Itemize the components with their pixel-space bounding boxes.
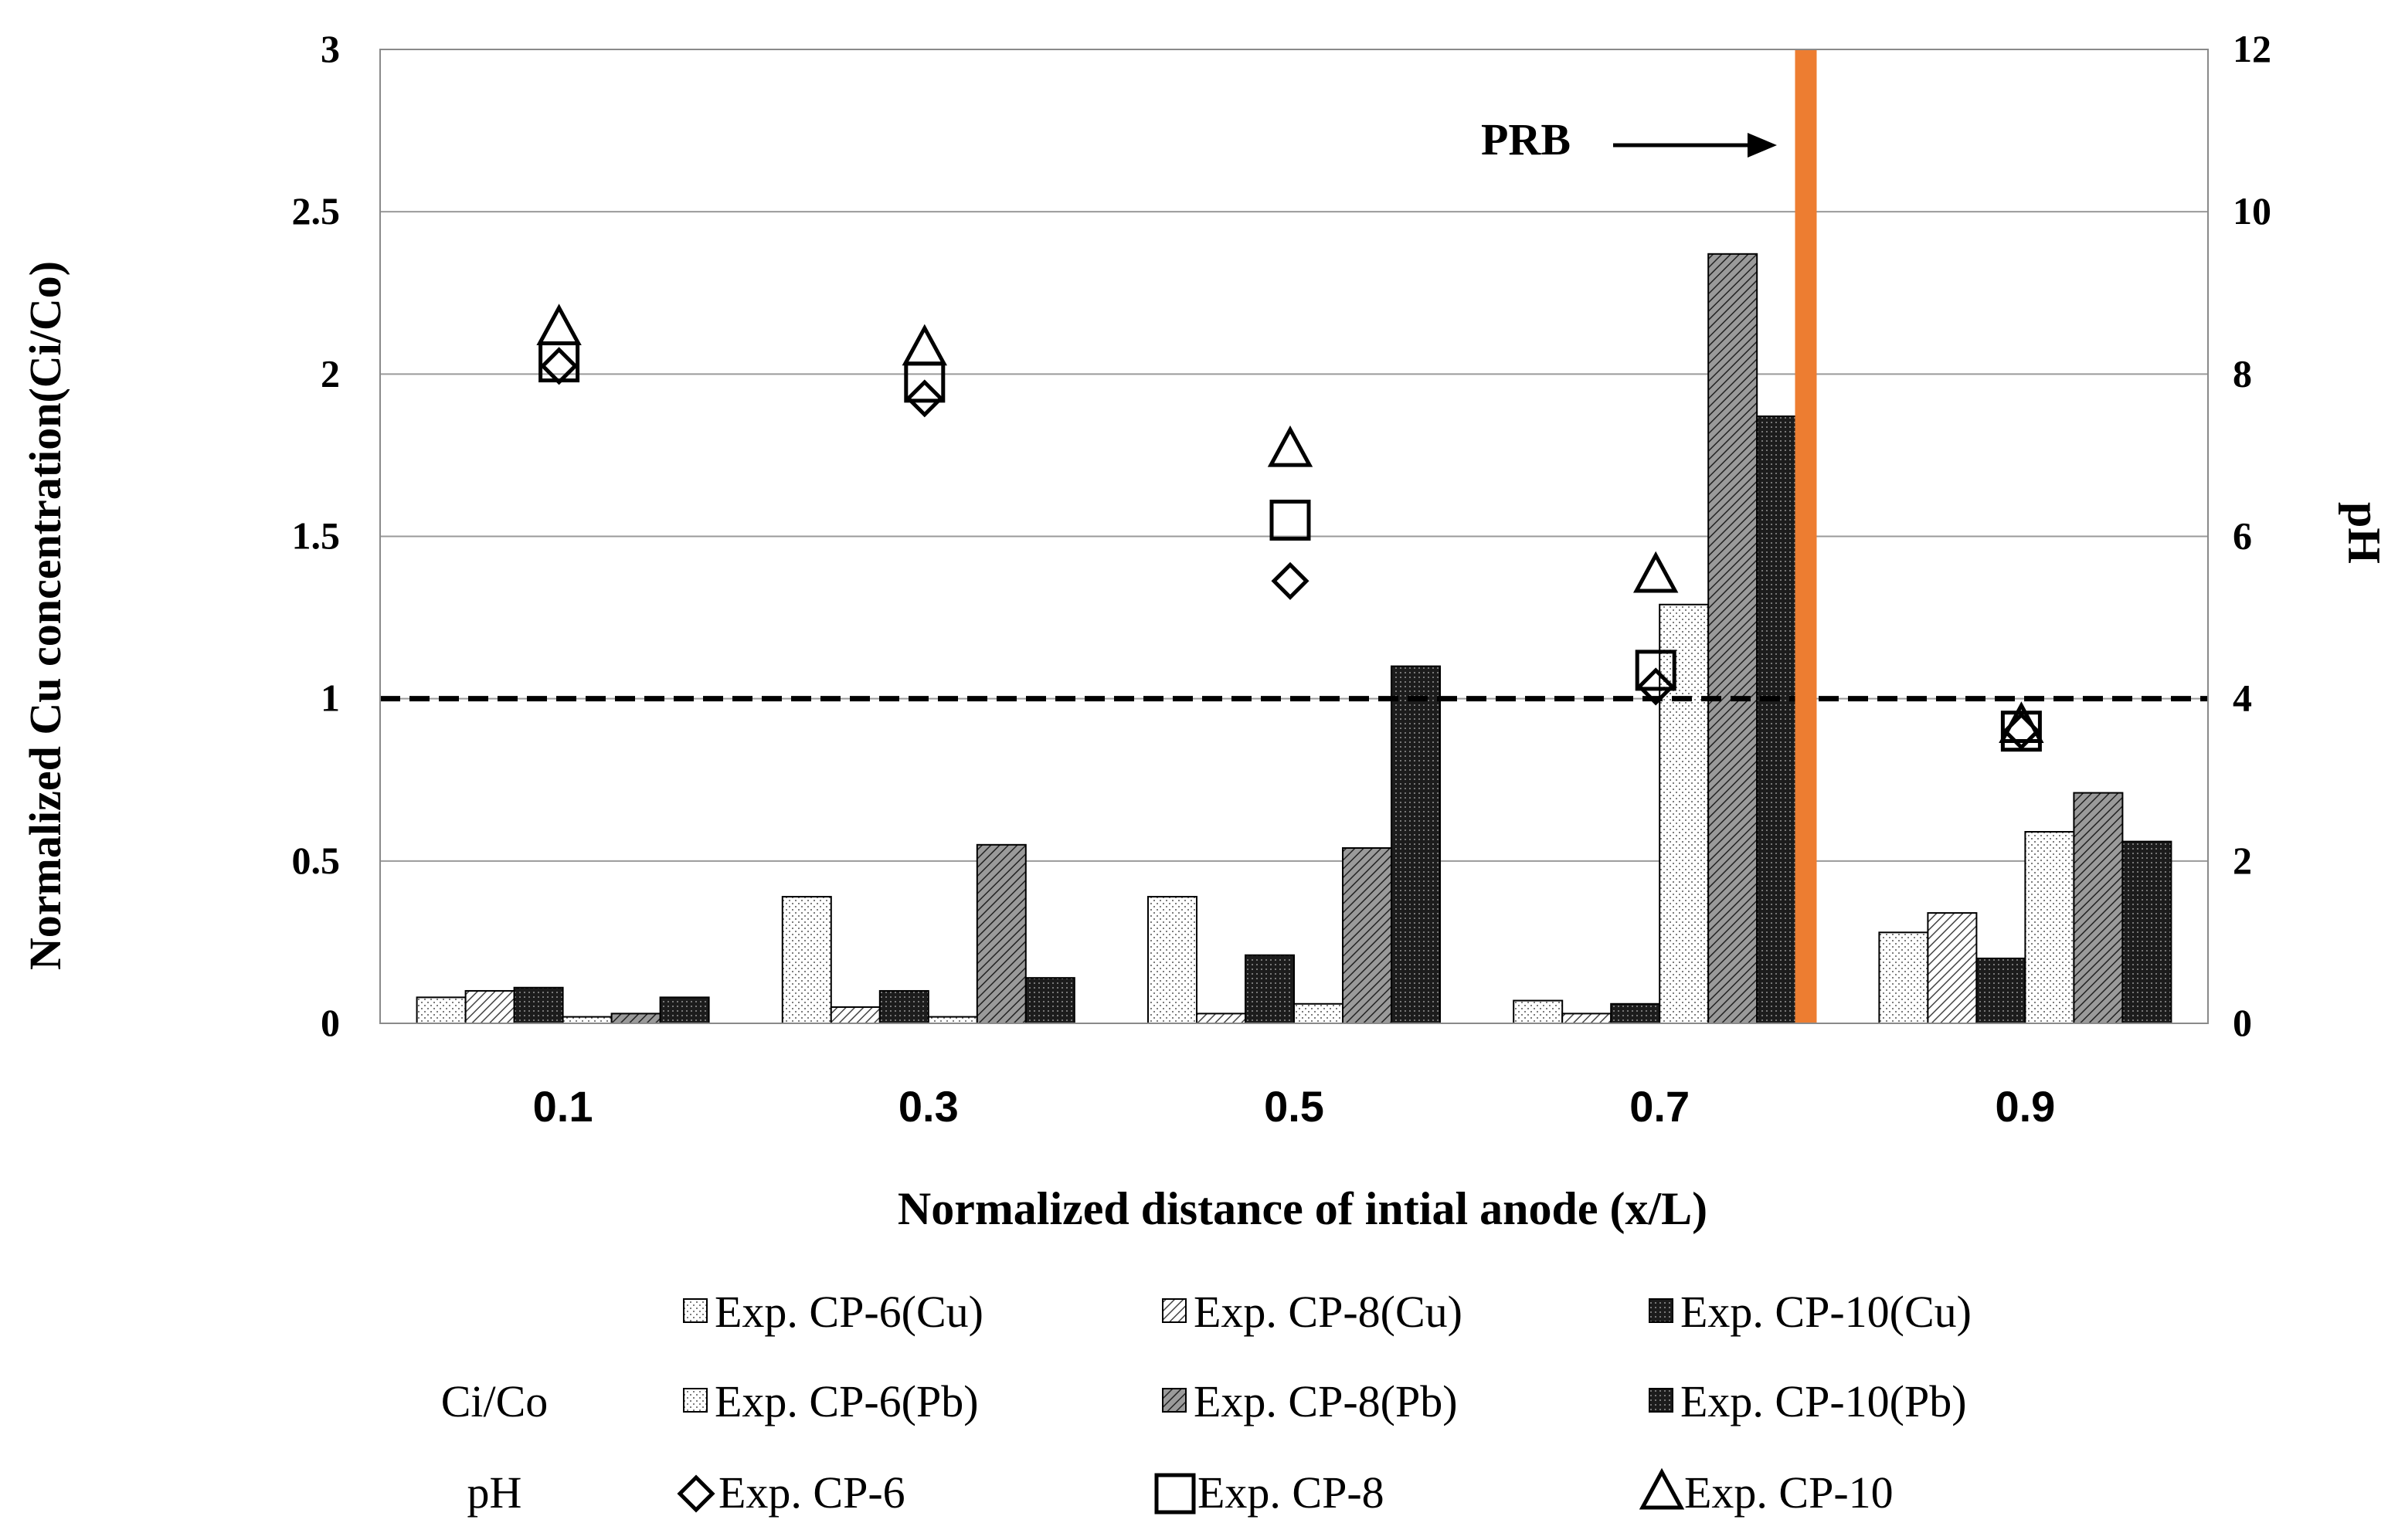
- gridlines: [380, 49, 2208, 862]
- x-tick-label: 0.7: [1629, 1082, 1690, 1131]
- x-tick-label: 0.9: [1995, 1082, 2055, 1131]
- legend-label: Exp. CP-10: [1684, 1467, 1894, 1518]
- ph-marker-triangle: [1999, 701, 2044, 743]
- legend-label: Exp. CP-8(Pb): [1194, 1376, 1458, 1426]
- bar: [1245, 954, 1295, 1024]
- bar: [781, 896, 832, 1024]
- bar: [1610, 1002, 1661, 1025]
- bar: [1024, 977, 1075, 1024]
- bar: [562, 1016, 613, 1025]
- bar: [659, 996, 710, 1024]
- bar: [830, 1006, 881, 1024]
- bar: [464, 989, 515, 1025]
- legend-label: Exp. CP-6: [718, 1467, 905, 1518]
- y-tick-label: 2.5: [292, 189, 341, 232]
- ph-markers: [536, 304, 2044, 752]
- y2-tick-label: 8: [2233, 351, 2252, 395]
- bar: [1391, 665, 1441, 1025]
- ph-marker-square: [1154, 1473, 1196, 1515]
- bar: [1196, 1013, 1246, 1025]
- prb-label: PRB: [1481, 114, 1571, 165]
- ph-marker-triangle: [1632, 551, 1679, 593]
- bar: [878, 989, 929, 1025]
- y2-tick-label: 4: [2233, 677, 2252, 720]
- legend-label: Exp. CP-8: [1197, 1467, 1384, 1518]
- bar: [976, 843, 1027, 1024]
- legend-swatch: [1162, 1388, 1187, 1413]
- ph-marker-triangle: [902, 324, 948, 366]
- x-tick-label: 0.1: [533, 1082, 593, 1131]
- y-tick-label: 1.5: [292, 514, 341, 558]
- legend-label: Exp. CP-8(Cu): [1194, 1287, 1462, 1337]
- y-axis-title: Normalized Cu concentration(Ci/Co): [20, 261, 70, 970]
- bar: [2121, 840, 2172, 1024]
- y2-tick-label: 12: [2233, 27, 2271, 70]
- bars: [416, 253, 2172, 1025]
- ph-marker-diamond: [905, 379, 944, 418]
- bar: [927, 1016, 978, 1025]
- bar: [1147, 896, 1197, 1024]
- bar: [1659, 603, 1710, 1024]
- bar: [1878, 931, 1929, 1024]
- prb-marker: [1795, 49, 1817, 1023]
- legend-label: Exp. CP-10(Cu): [1680, 1287, 1972, 1337]
- legend-row-label-ph: pH: [467, 1467, 522, 1518]
- plot-border: [379, 49, 2209, 1024]
- y-tick-label: 0.5: [292, 839, 341, 882]
- ph-marker-diamond: [1636, 667, 1675, 706]
- y2-axis-title: pH: [2339, 502, 2388, 564]
- ph-marker-diamond: [540, 347, 579, 385]
- legend-swatch: [1162, 1298, 1187, 1323]
- y-tick-label: 3: [321, 27, 340, 70]
- y-tick-label: 1: [321, 677, 340, 720]
- legend-row-label-cico: Ci/Co: [441, 1376, 549, 1426]
- bar: [1927, 912, 1978, 1024]
- ph-marker-diamond: [1271, 561, 1309, 600]
- x-tick-label: 0.5: [1264, 1082, 1324, 1131]
- x-tick-label: 0.3: [898, 1082, 959, 1131]
- ph-marker-diamond: [677, 1474, 715, 1513]
- x-axis-title: Normalized distance of intial anode (x/L…: [898, 1183, 1707, 1234]
- ph-marker-triangle: [536, 304, 582, 346]
- legend: Ci/Co pH Exp. CP-6(Cu) Exp. CP-8(Cu) Exp. CP…: [441, 1287, 1972, 1518]
- bar: [1975, 957, 2026, 1025]
- legend-label: Exp. CP-10(Pb): [1680, 1376, 1967, 1426]
- bar: [1293, 1002, 1343, 1025]
- ph-marker-triangle: [1267, 425, 1313, 467]
- ph-marker-square: [1269, 499, 1311, 541]
- y-tick-label: 2: [321, 351, 340, 395]
- bar: [1342, 847, 1392, 1025]
- legend-label: Exp. CP-6(Cu): [715, 1287, 983, 1337]
- legend-swatch: [1649, 1298, 1673, 1323]
- prb-arrow-head: [1748, 133, 1777, 158]
- y2-tick-label: 10: [2233, 189, 2271, 232]
- legend-swatch: [683, 1298, 708, 1323]
- legend-label: Exp. CP-6(Pb): [715, 1376, 979, 1426]
- prb-group: PRB: [1481, 49, 1817, 1023]
- bar: [610, 1013, 661, 1025]
- y2-tick-label: 2: [2233, 839, 2252, 882]
- y-tick-label: 0: [321, 1001, 340, 1044]
- legend-swatch: [1649, 1388, 1673, 1413]
- bar: [513, 986, 564, 1024]
- legend-swatch: [683, 1388, 708, 1413]
- ph-marker-square: [1635, 650, 1676, 691]
- y2-tick-label: 0: [2233, 1001, 2252, 1044]
- bar: [2073, 792, 2124, 1025]
- bar: [416, 996, 467, 1024]
- bar: [1561, 1013, 1612, 1025]
- ph-marker-square: [2000, 711, 2042, 752]
- y2-tick-label: 6: [2233, 514, 2252, 558]
- axes: 0 0.5 1 1.5 2 2.5 3 0 2 4 6 8 10 12 0.1 0.3 0.5 0.7 0.9 Nor…: [20, 27, 2388, 1234]
- bar: [1707, 253, 1758, 1024]
- bar: [1513, 999, 1564, 1024]
- ph-marker-triangle: [1639, 1467, 1685, 1510]
- bar: [2024, 831, 2075, 1024]
